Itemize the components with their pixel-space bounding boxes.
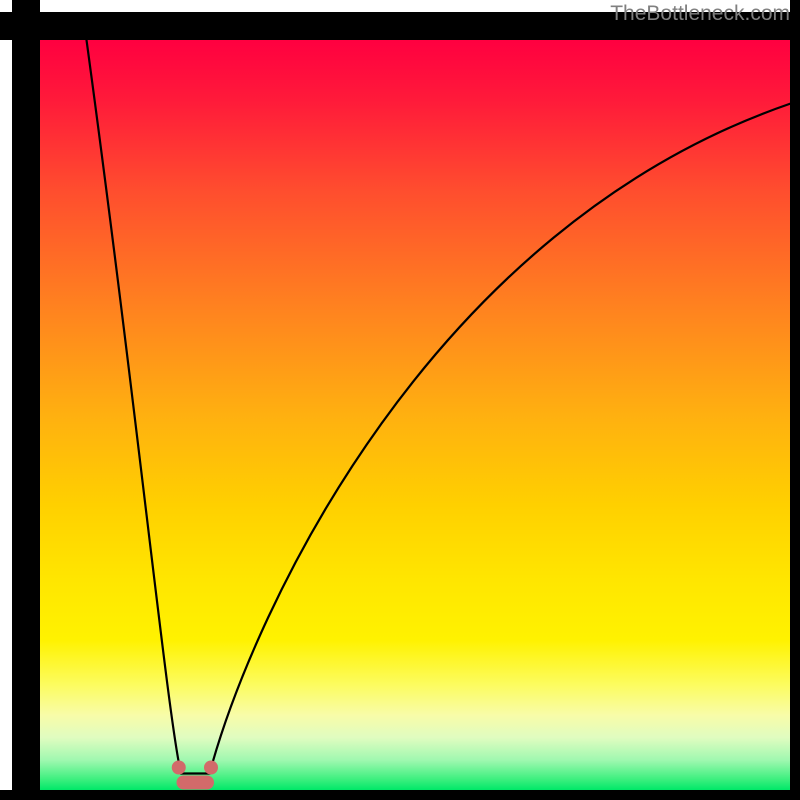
watermark-text: TheBottleneck.com bbox=[610, 2, 790, 26]
bottleneck-curve bbox=[87, 40, 791, 774]
trough-bar bbox=[177, 776, 215, 790]
chart-container: TheBottleneck.com bbox=[0, 0, 800, 800]
curve-overlay bbox=[0, 0, 800, 800]
trough-dot-0 bbox=[172, 761, 186, 775]
trough-dot-1 bbox=[204, 761, 218, 775]
